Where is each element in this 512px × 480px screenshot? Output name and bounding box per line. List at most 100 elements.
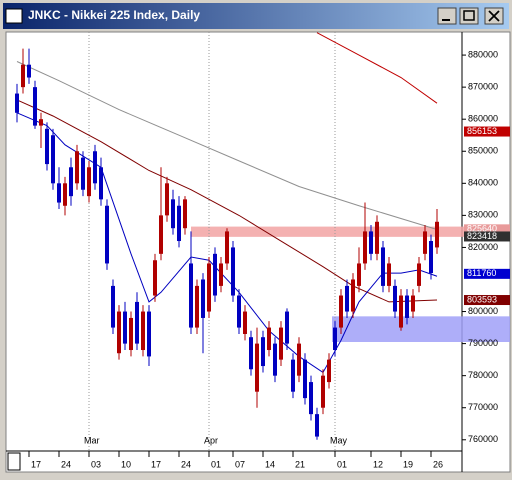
price-tag — [464, 126, 510, 137]
y-tick-label: 840000 — [468, 178, 498, 188]
x-tick-label: 01 — [337, 459, 347, 469]
candle-body — [201, 279, 205, 318]
candle-body — [261, 337, 265, 367]
candle-body — [51, 135, 55, 184]
candle-body — [33, 87, 37, 126]
candle-body — [327, 359, 331, 383]
month-label: May — [330, 435, 348, 445]
candle-body — [177, 205, 181, 242]
candle-body — [165, 183, 169, 216]
candle-body — [351, 279, 355, 312]
candle-body — [345, 285, 349, 312]
candle-body — [93, 151, 97, 184]
price-tag — [464, 295, 510, 306]
app-icon — [5, 8, 23, 24]
price-tag-label: 811760 — [467, 268, 496, 278]
candle-body — [405, 295, 409, 318]
candle-body — [297, 343, 301, 376]
y-tick-label: 860000 — [468, 114, 498, 124]
candle-body — [381, 247, 385, 286]
price-tag-label: 823418 — [467, 231, 497, 241]
title-bar — [3, 3, 509, 29]
candle-body — [237, 295, 241, 328]
candle-body — [303, 359, 307, 399]
price-tag — [464, 231, 510, 242]
candle-body — [291, 359, 295, 392]
candle-body — [321, 375, 325, 408]
window-buttons — [437, 7, 504, 25]
candle-body — [141, 311, 145, 351]
candle-body — [339, 295, 343, 328]
candle-body — [255, 343, 259, 392]
candle-body — [21, 64, 25, 88]
y-tick-label: 790000 — [468, 338, 498, 348]
x-tick-label: 07 — [235, 459, 245, 469]
candle-body — [363, 231, 367, 264]
candle-body — [231, 247, 235, 296]
candle-body — [63, 183, 67, 206]
y-tick-label: 760000 — [468, 434, 498, 444]
maximize-glyph — [463, 10, 475, 21]
price-tag-label: 825640 — [467, 224, 497, 234]
candle-body — [435, 221, 439, 248]
candle-body — [207, 263, 211, 312]
x-tick-label: 14 — [265, 459, 275, 469]
x-tick-label: 24 — [61, 459, 71, 469]
x-tick-label: 24 — [181, 459, 191, 469]
y-tick-label: 830000 — [468, 210, 498, 220]
x-tick-label: 19 — [403, 459, 413, 469]
x-tick-label: 17 — [31, 459, 41, 469]
price-tag-label: 856153 — [467, 126, 497, 136]
minimize-button[interactable] — [437, 7, 457, 25]
candle-body — [225, 231, 229, 264]
candle-body — [249, 337, 253, 370]
candle-body — [57, 183, 61, 203]
candle-body — [243, 311, 247, 334]
price-zone — [191, 226, 510, 237]
y-tick-label: 820000 — [468, 242, 498, 252]
candle-body — [417, 263, 421, 286]
candle-body — [81, 157, 85, 190]
candle-body — [171, 199, 175, 229]
candle-body — [111, 285, 115, 328]
month-label: Mar — [84, 435, 100, 445]
y-tick-label: 870000 — [468, 82, 498, 92]
candle-body — [45, 128, 49, 165]
candle-body — [309, 382, 313, 415]
scroll-box[interactable] — [7, 452, 21, 471]
y-tick-label: 850000 — [468, 146, 498, 156]
candle-body — [123, 311, 127, 344]
candle-body — [285, 311, 289, 344]
candle-body — [387, 263, 391, 286]
candle-body — [15, 93, 19, 113]
candle-body — [135, 301, 139, 344]
candle-body — [189, 263, 193, 328]
x-tick-label: 17 — [151, 459, 161, 469]
month-label: Apr — [204, 435, 218, 445]
candle-body — [195, 285, 199, 328]
candle-body — [273, 343, 277, 376]
candle-body — [213, 253, 217, 296]
candle-body — [87, 167, 91, 197]
candle-body — [429, 241, 433, 274]
x-tick-label: 10 — [121, 459, 131, 469]
x-tick-label: 03 — [91, 459, 101, 469]
candle-body — [219, 263, 223, 286]
price-tag — [464, 268, 510, 279]
candle-body — [69, 167, 73, 197]
candle-body — [375, 221, 379, 254]
candle-body — [393, 285, 397, 312]
y-tick-label: 800000 — [468, 306, 498, 316]
moving-average-line — [316, 32, 438, 104]
y-tick-label: 780000 — [468, 370, 498, 380]
candle-body — [75, 151, 79, 184]
candle-body — [315, 414, 319, 437]
candle-body — [411, 295, 415, 312]
candle-body — [369, 231, 373, 254]
candle-body — [357, 263, 361, 286]
x-tick-label: 12 — [373, 459, 383, 469]
x-tick-label: 01 — [211, 459, 221, 469]
candle-body — [27, 64, 31, 78]
